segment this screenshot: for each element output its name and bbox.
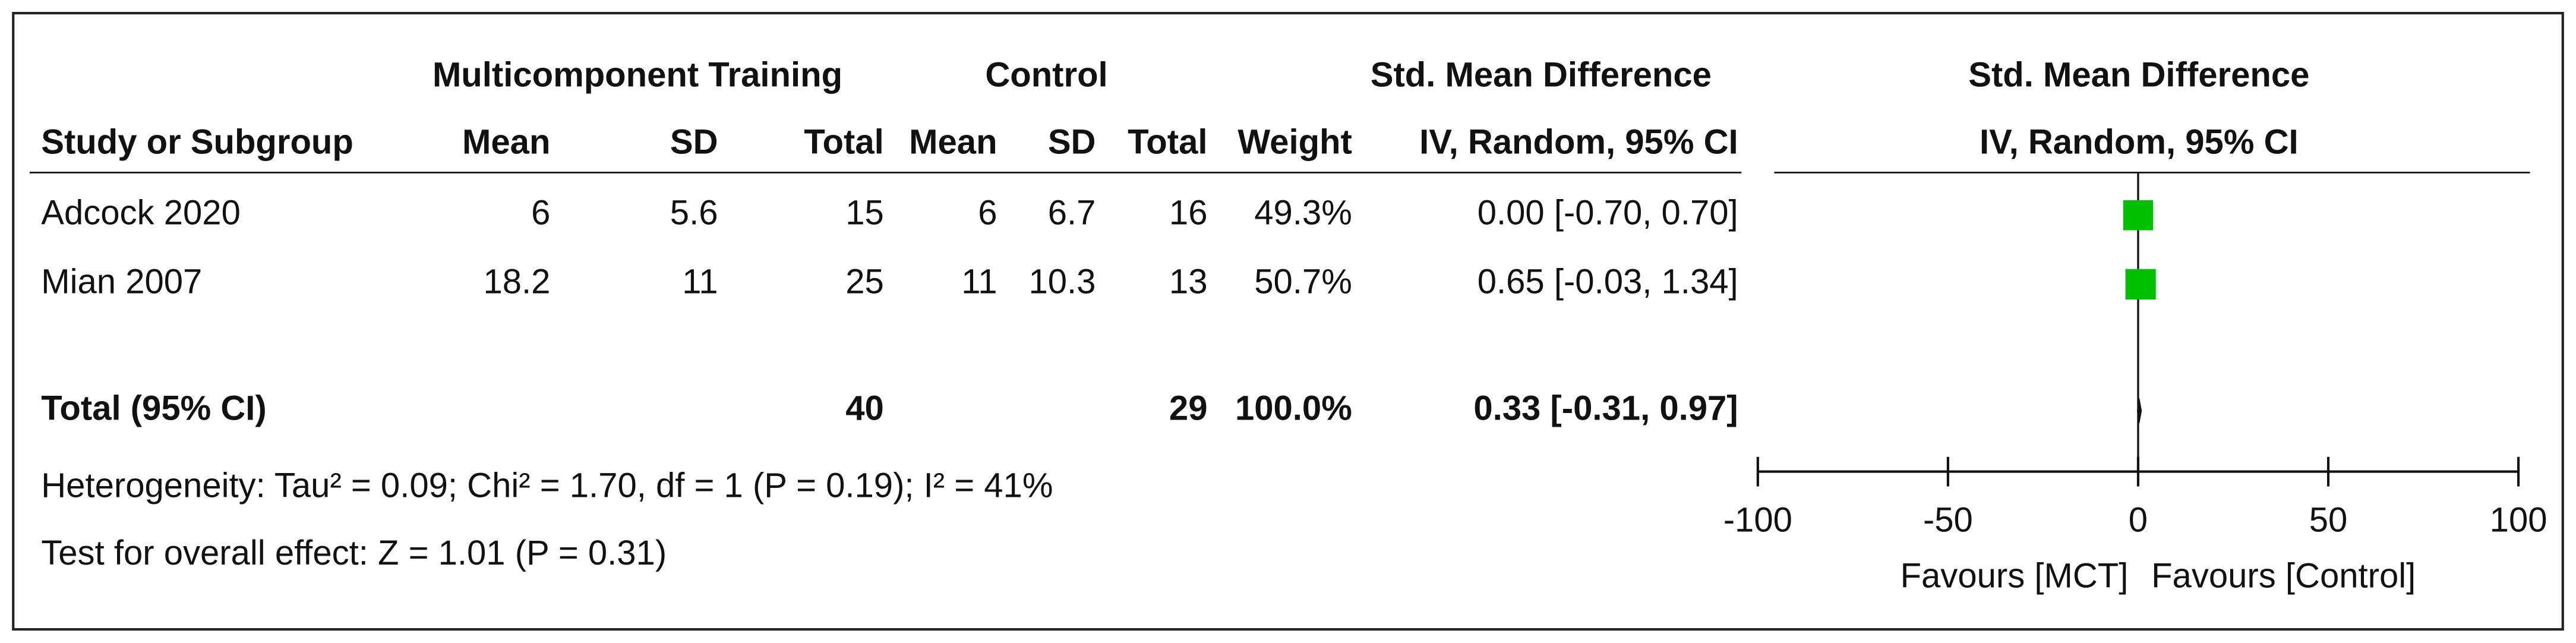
total-cell: 0.33 [-0.31, 0.97] bbox=[1473, 389, 1738, 428]
cell: 15 bbox=[845, 194, 884, 232]
group-header: Control bbox=[985, 55, 1107, 94]
cell: Adcock 2020 bbox=[41, 194, 241, 232]
cell: 11 bbox=[961, 263, 997, 301]
overall-effect: Test for overall effect: Z = 1.01 (P = 0… bbox=[41, 534, 667, 572]
cell: 16 bbox=[1169, 194, 1208, 232]
total-cell: 100.0% bbox=[1235, 389, 1352, 428]
heterogeneity: Heterogeneity: Tau² = 0.09; Chi² = 1.70,… bbox=[41, 467, 1053, 505]
favours-left: Favours [MCT] bbox=[1901, 557, 2129, 595]
total-cell: 40 bbox=[845, 389, 884, 428]
cell: 6 bbox=[531, 194, 550, 232]
total-cell: 29 bbox=[1169, 389, 1208, 428]
favours-right: Favours [Control] bbox=[2151, 557, 2416, 595]
x-tick-label: 100 bbox=[2490, 501, 2547, 540]
cell: 0.00 [-0.70, 0.70] bbox=[1478, 194, 1738, 232]
cell: 18.2 bbox=[483, 263, 550, 301]
column-header: Mean bbox=[909, 123, 997, 162]
column-header: SD bbox=[1048, 123, 1096, 162]
column-header: Total bbox=[804, 123, 883, 162]
x-tick-label: 0 bbox=[2129, 501, 2148, 540]
x-tick-label: -100 bbox=[1723, 501, 1792, 540]
cell: 5.6 bbox=[670, 194, 718, 232]
group-header: Multicomponent Training bbox=[433, 55, 842, 94]
x-tick-label: 50 bbox=[2309, 501, 2348, 540]
group-header: Std. Mean Difference bbox=[1968, 55, 2309, 94]
cell: 6.7 bbox=[1048, 194, 1096, 232]
cell: 49.3% bbox=[1254, 194, 1352, 232]
total-cell: Total (95% CI) bbox=[41, 389, 267, 428]
column-header: Total bbox=[1128, 123, 1207, 162]
cell: Mian 2007 bbox=[41, 263, 202, 301]
x-tick-label: -50 bbox=[1923, 501, 1973, 540]
group-header: Std. Mean Difference bbox=[1371, 55, 1712, 94]
effect-square bbox=[2125, 269, 2156, 300]
column-header: Mean bbox=[462, 123, 550, 162]
cell: 11 bbox=[682, 263, 718, 301]
cell: 50.7% bbox=[1254, 263, 1352, 301]
column-header: Weight bbox=[1238, 123, 1352, 162]
cell: 6 bbox=[978, 194, 997, 232]
cell: 13 bbox=[1169, 263, 1208, 301]
column-header: IV, Random, 95% CI bbox=[1419, 123, 1738, 162]
effect-square bbox=[2123, 200, 2154, 231]
column-header: IV, Random, 95% CI bbox=[1980, 123, 2299, 162]
cell: 25 bbox=[845, 263, 884, 301]
column-header: Study or Subgroup bbox=[41, 123, 353, 162]
cell: 10.3 bbox=[1028, 263, 1096, 301]
cell: 0.65 [-0.03, 1.34] bbox=[1478, 263, 1738, 301]
column-header: SD bbox=[670, 123, 718, 162]
